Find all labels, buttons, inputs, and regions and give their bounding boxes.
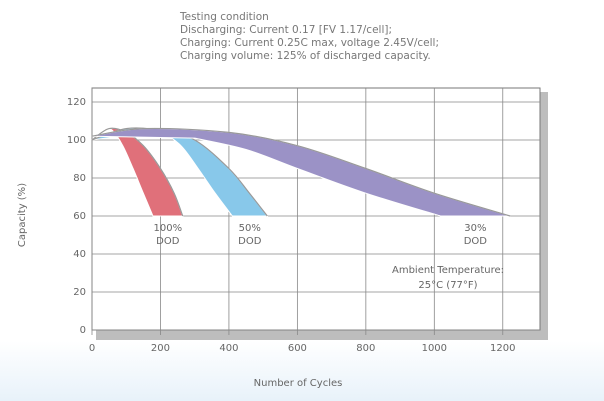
y-tick-label: 40	[73, 249, 86, 260]
x-tick-label: 0	[89, 343, 95, 354]
band-label: 50% DOD	[238, 223, 262, 247]
curve	[91, 127, 511, 217]
y-tick-label: 0	[80, 325, 86, 336]
y-tick-label: 80	[73, 173, 86, 184]
x-tick-label: 1000	[422, 343, 447, 354]
annotation: 25°C (77°F)	[418, 280, 477, 291]
band-label: 30% DOD	[464, 223, 488, 247]
curve	[91, 127, 184, 217]
x-tick-label: 600	[288, 343, 307, 354]
x-tick-label: 200	[151, 343, 170, 354]
y-tick-label: 120	[67, 97, 86, 108]
y-tick-label: 20	[73, 287, 86, 298]
x-axis-label: Number of Cycles	[254, 378, 343, 389]
y-tick-label: 100	[67, 135, 86, 146]
x-tick-label: 1200	[490, 343, 515, 354]
title-line: Charging volume: 125% of discharged capa…	[180, 50, 431, 62]
x-tick-label: 400	[219, 343, 238, 354]
band-label: 100% DOD	[154, 223, 183, 247]
title-line: Charging: Current 0.25C max, voltage 2.4…	[180, 37, 439, 49]
title-line: Discharging: Current 0.17 [FV 1.17/cell]…	[180, 24, 392, 36]
curve	[91, 127, 268, 217]
title-line: Testing condition	[179, 11, 269, 23]
x-tick-label: 800	[356, 343, 375, 354]
y-tick-label: 60	[73, 211, 86, 222]
annotation: Ambient Temperature:	[392, 265, 504, 276]
y-axis-label: Capacity (%)	[17, 183, 28, 247]
